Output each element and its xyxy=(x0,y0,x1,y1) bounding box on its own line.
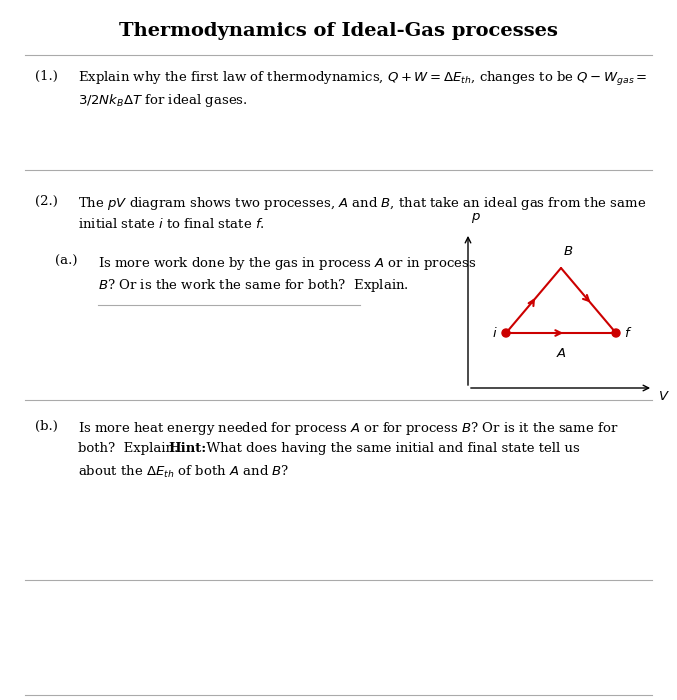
Text: (a.): (a.) xyxy=(55,255,77,268)
Circle shape xyxy=(502,329,510,337)
Text: Thermodynamics of Ideal-Gas processes: Thermodynamics of Ideal-Gas processes xyxy=(118,22,557,40)
Text: $A$: $A$ xyxy=(556,347,567,360)
Text: about the $\Delta E_{th}$ of both $A$ and $B$?: about the $\Delta E_{th}$ of both $A$ an… xyxy=(78,464,290,480)
Text: $V$: $V$ xyxy=(658,390,670,403)
Text: both?  Explain.: both? Explain. xyxy=(78,442,187,455)
Text: Is more heat energy needed for process $A$ or for process $B$? Or is it the same: Is more heat energy needed for process $… xyxy=(78,420,619,437)
Text: (b.): (b.) xyxy=(35,420,58,433)
Text: $3/2Nk_B\Delta T$ for ideal gases.: $3/2Nk_B\Delta T$ for ideal gases. xyxy=(78,92,248,109)
Text: The $pV$ diagram shows two processes, $A$ and $B$, that take an ideal gas from t: The $pV$ diagram shows two processes, $A… xyxy=(78,195,647,212)
Text: (2.): (2.) xyxy=(35,195,58,208)
Text: $p$: $p$ xyxy=(471,211,481,225)
Text: Hint:: Hint: xyxy=(168,442,206,455)
Text: $i$: $i$ xyxy=(492,326,498,340)
Text: $B$: $B$ xyxy=(563,245,573,258)
Text: Explain why the first law of thermodynamics, $Q+W = \Delta E_{th}$, changes to b: Explain why the first law of thermodynam… xyxy=(78,70,648,88)
Text: (1.): (1.) xyxy=(35,70,58,83)
Text: $f$: $f$ xyxy=(624,326,632,340)
Text: Is more work done by the gas in process $A$ or in process: Is more work done by the gas in process … xyxy=(98,255,476,272)
Text: initial state $i$ to final state $f$.: initial state $i$ to final state $f$. xyxy=(78,217,265,231)
Circle shape xyxy=(612,329,620,337)
Text: What does having the same initial and final state tell us: What does having the same initial and fi… xyxy=(198,442,580,455)
Text: $B$? Or is the work the same for both?  Explain.: $B$? Or is the work the same for both? E… xyxy=(98,277,409,294)
